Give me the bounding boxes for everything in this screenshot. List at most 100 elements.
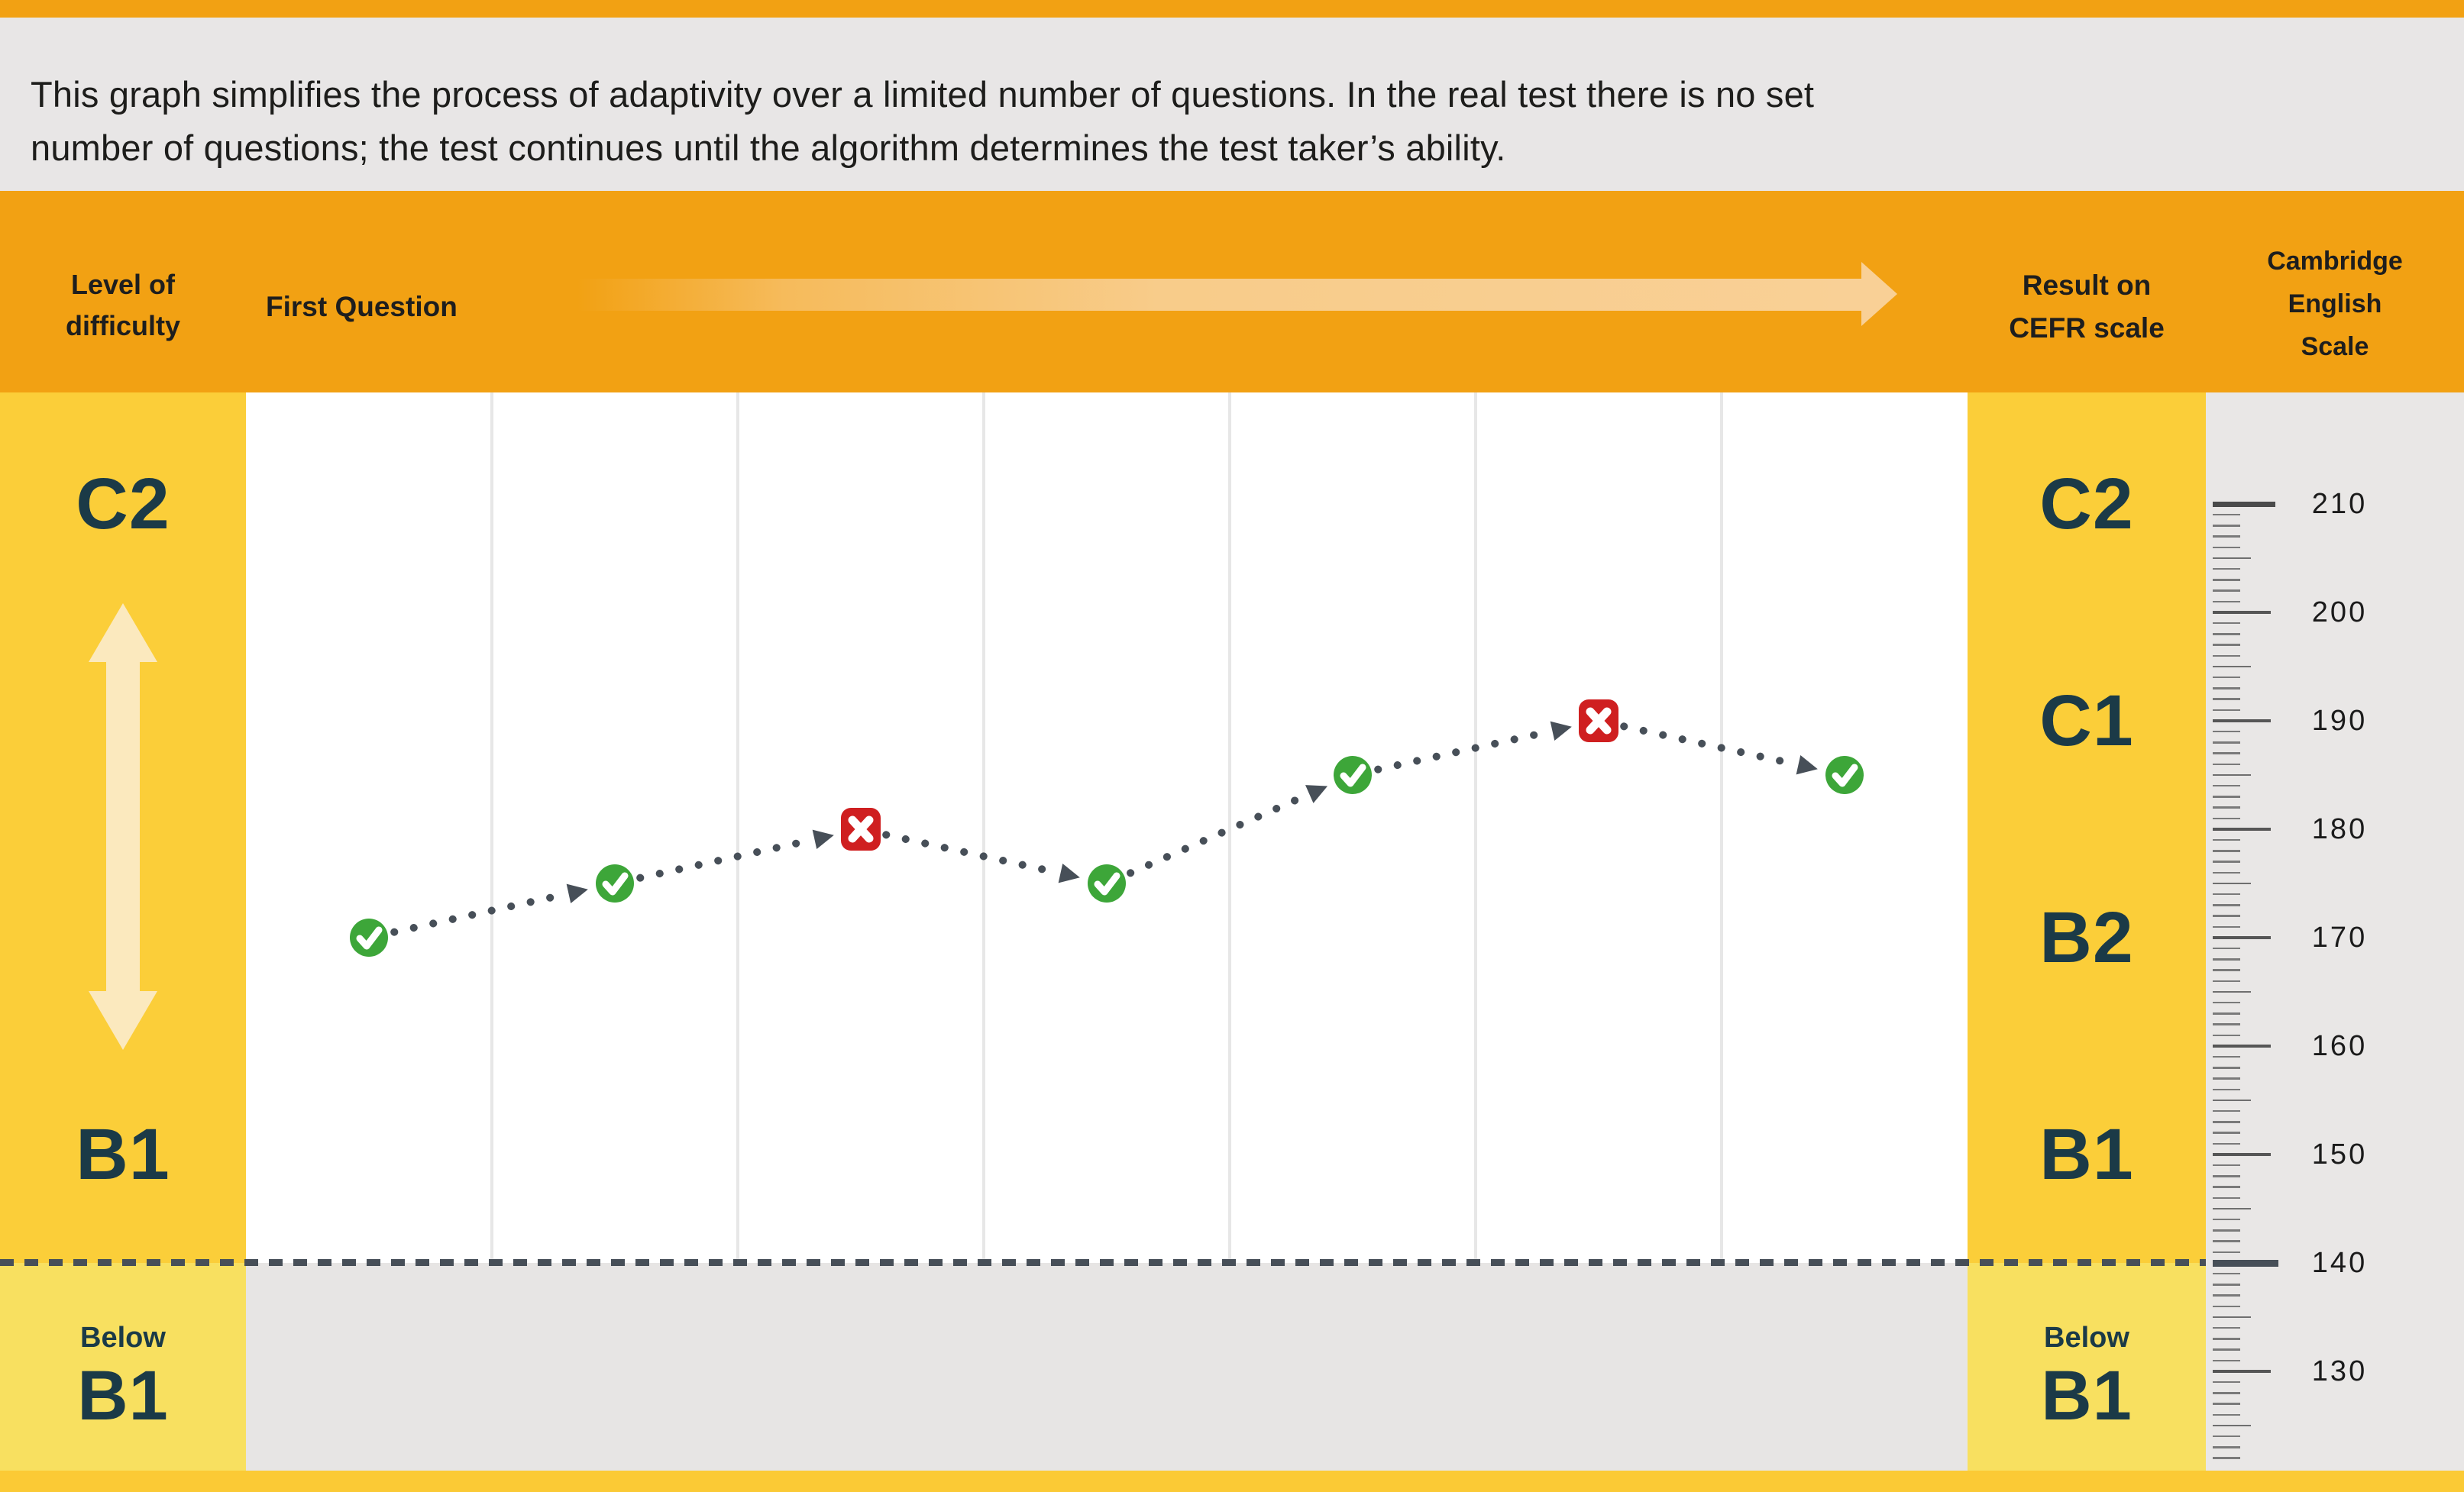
ruler-tick-131 (2213, 1359, 2240, 1362)
ruler-tick-204 (2213, 567, 2240, 570)
ruler-tick-139 (2213, 1272, 2240, 1275)
right-below-b1-zone (1968, 1263, 2206, 1471)
ruler-tick-134 (2213, 1326, 2240, 1329)
ruler-tick-155 (2213, 1099, 2251, 1102)
cambridge-scale-ruler (2206, 392, 2464, 1471)
ruler-tick-135 (2213, 1316, 2251, 1319)
ruler-tick-187 (2213, 752, 2240, 754)
ruler-tick-141 (2213, 1251, 2240, 1254)
ruler-tick-138 (2213, 1284, 2240, 1286)
grid-column-line (982, 392, 985, 1263)
ruler-tick-206 (2213, 546, 2240, 549)
ruler-tick-197 (2213, 644, 2240, 646)
ruler-tick-178 (2213, 850, 2240, 852)
ruler-tick-145 (2213, 1207, 2251, 1210)
ruler-tick-176 (2213, 871, 2240, 874)
cefr-label-right-B2: B2 (2039, 897, 2134, 978)
ruler-tick-132 (2213, 1348, 2240, 1351)
ruler-tick-154 (2213, 1109, 2240, 1113)
ruler-tick-184 (2213, 784, 2240, 787)
arrow-right-icon (577, 279, 1861, 311)
ruler-tick-170 (2213, 936, 2271, 939)
ruler-tick-186 (2213, 763, 2240, 766)
ruler-tick-146 (2213, 1197, 2240, 1200)
ruler-number-170: 170 (2311, 922, 2368, 954)
plot-background (246, 392, 1968, 1263)
ruler-tick-177 (2213, 861, 2240, 863)
ruler-tick-207 (2213, 535, 2240, 538)
ruler-tick-157 (2213, 1077, 2240, 1080)
ruler-tick-198 (2213, 633, 2240, 635)
ruler-tick-143 (2213, 1229, 2240, 1232)
ruler-tick-180 (2213, 828, 2271, 831)
ruler-tick-194 (2213, 676, 2240, 679)
ruler-tick-126 (2213, 1413, 2240, 1416)
ruler-tick-148 (2213, 1175, 2240, 1177)
ruler-tick-167 (2213, 969, 2240, 971)
ruler-tick-173 (2213, 904, 2240, 906)
ruler-tick-190 (2213, 719, 2271, 722)
ruler-tick-201 (2213, 600, 2240, 603)
cambridge-english-scale-label: Cambridge English Scale (2267, 247, 2403, 361)
ruler-tick-166 (2213, 980, 2240, 983)
ruler-tick-160 (2213, 1045, 2271, 1048)
cefr-label-right-B1: B1 (2039, 1114, 2134, 1195)
ruler-tick-175 (2213, 882, 2251, 885)
bottom-accent-strip (0, 1471, 2464, 1492)
level-of-difficulty-label: Level of difficulty (66, 269, 180, 341)
ruler-number-140: 140 (2311, 1247, 2368, 1279)
ruler-tick-196 (2213, 654, 2240, 657)
ruler-tick-192 (2213, 698, 2240, 700)
ruler-tick-169 (2213, 947, 2240, 950)
grid-column-line (1720, 392, 1723, 1263)
ruler-tick-152 (2213, 1132, 2240, 1134)
ruler-tick-142 (2213, 1240, 2240, 1242)
ruler-tick-140 (2213, 1259, 2278, 1267)
ruler-number-200: 200 (2311, 596, 2368, 628)
ruler-tick-123 (2213, 1446, 2240, 1448)
ruler-tick-172 (2213, 915, 2240, 917)
intro-banner: This graph simplifies the process of ada… (0, 18, 2464, 191)
grid-column-line (490, 392, 493, 1263)
ruler-tick-125 (2213, 1424, 2251, 1427)
first-question-label: First Question (266, 291, 458, 322)
ruler-tick-193 (2213, 687, 2240, 689)
ruler-tick-163 (2213, 1012, 2240, 1015)
grid-column-line (736, 392, 739, 1263)
ruler-tick-183 (2213, 796, 2240, 798)
ruler-tick-189 (2213, 730, 2240, 733)
ruler-tick-156 (2213, 1088, 2240, 1091)
ruler-tick-164 (2213, 1001, 2240, 1004)
ruler-tick-203 (2213, 579, 2240, 581)
ruler-tick-199 (2213, 622, 2240, 625)
ruler-tick-159 (2213, 1055, 2240, 1058)
grid-column-line (1228, 392, 1231, 1263)
ruler-tick-137 (2213, 1294, 2240, 1297)
ruler-tick-124 (2213, 1435, 2240, 1438)
ruler-tick-153 (2213, 1121, 2240, 1123)
result-on-cefr-label: Result on CEFR scale (2009, 270, 2165, 344)
cefr-label-left-B1: B1 (76, 1114, 170, 1195)
ruler-tick-181 (2213, 817, 2240, 820)
ruler-tick-191 (2213, 709, 2240, 712)
ruler-tick-171 (2213, 925, 2240, 928)
left-below-b1-zone (0, 1263, 246, 1471)
plot-below-b1-background (246, 1263, 1968, 1471)
ruler-tick-127 (2213, 1403, 2240, 1405)
ruler-tick-202 (2213, 589, 2240, 592)
ruler-tick-144 (2213, 1218, 2240, 1221)
ruler-tick-136 (2213, 1305, 2240, 1308)
ruler-tick-149 (2213, 1164, 2240, 1167)
ruler-number-150: 150 (2311, 1138, 2368, 1171)
right-below-b1-label: Below B1 (2041, 1322, 2133, 1435)
ruler-number-160: 160 (2311, 1030, 2368, 1062)
ruler-number-180: 180 (2311, 813, 2368, 845)
cefr-label-right-C1: C1 (2039, 680, 2134, 761)
ruler-tick-147 (2213, 1186, 2240, 1188)
ruler-tick-179 (2213, 838, 2240, 841)
ruler-number-210: 210 (2311, 488, 2368, 520)
ruler-tick-200 (2213, 611, 2271, 614)
left-below-b1-label: Below B1 (77, 1322, 169, 1435)
ruler-tick-182 (2213, 806, 2240, 809)
